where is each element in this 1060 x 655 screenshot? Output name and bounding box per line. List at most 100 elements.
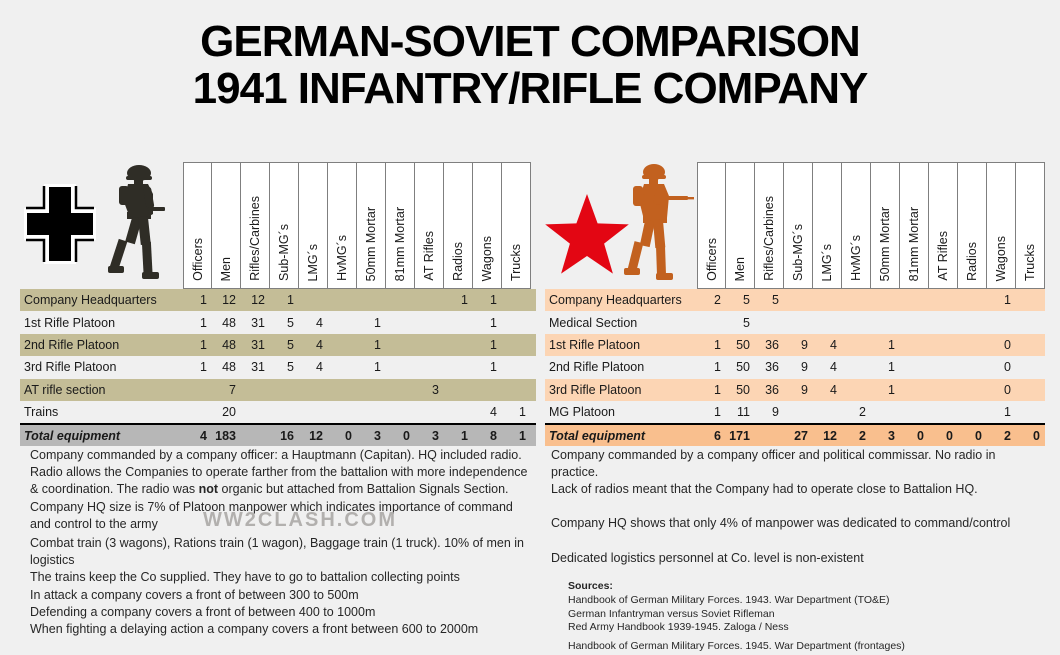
cell-50mm-mortar: 1 <box>888 360 895 375</box>
total-row: Total equipment 4 183 16 12 0 3 0 3 1 8 1 <box>20 423 536 446</box>
cell-wagons: 1 <box>490 337 497 352</box>
column-header-men: Men <box>212 162 241 289</box>
german-cross-icon <box>24 184 96 264</box>
cell-lmg-s: 4 <box>316 315 323 330</box>
table-row: 3rd Rifle Platoon 1 50 36 9 4 1 0 <box>545 378 1045 401</box>
table-row: 1st Rifle Platoon 1 50 36 9 4 1 0 <box>545 333 1045 357</box>
row-label: Trains <box>24 405 59 420</box>
cell-sub-mg-s: 5 <box>287 360 294 375</box>
cell-50mm-mortar: 1 <box>374 360 381 375</box>
cell-81mm-mortar: 0 <box>917 428 924 443</box>
row-label: 1st Rifle Platoon <box>549 337 641 352</box>
cell-officers: 1 <box>714 337 721 352</box>
column-header-label: Sub-MG´s <box>277 224 291 281</box>
column-header-label: Officers <box>704 238 719 281</box>
total-row: Total equipment 6 171 27 12 2 3 0 0 0 2 0 <box>545 423 1045 446</box>
column-header-sub-mg-s: Sub-MG´s <box>270 162 299 289</box>
cell-men: 11 <box>737 405 750 420</box>
cell-sub-mg-s: 27 <box>794 428 808 443</box>
cell-lmg-s: 4 <box>316 360 323 375</box>
cell-trucks: 1 <box>519 428 526 443</box>
sources-heading: Sources: <box>568 580 613 592</box>
notes-text-segment: Company commanded by a company officer: … <box>30 448 528 497</box>
cell-at-rifles: 3 <box>432 428 439 443</box>
cell-sub-mg-s: 1 <box>287 293 294 308</box>
cell-officers: 1 <box>714 382 721 397</box>
column-header-label: Rifles/Carbines <box>762 196 776 281</box>
cell-rifles-carbines: 36 <box>765 360 779 375</box>
cell-radios: 0 <box>975 428 982 443</box>
column-header-at-rifles: AT Rifles <box>415 162 444 289</box>
cell-officers: 1 <box>714 360 721 375</box>
column-header-radios: Radios <box>444 162 473 289</box>
column-header-label: AT Rifles <box>422 231 436 281</box>
page-title: GERMAN-SOVIET COMPARISON 1941 INFANTRY/R… <box>0 18 1060 112</box>
cell-wagons: 0 <box>1004 360 1011 375</box>
row-label: Total equipment <box>24 428 121 443</box>
column-header-50mm-mortar: 50mm Mortar <box>871 162 900 289</box>
cell-rifles-carbines: 31 <box>251 337 265 352</box>
column-header-lmg-s: LMG´s <box>299 162 328 289</box>
table-row: 1st Rifle Platoon 1 48 31 5 4 1 1 <box>20 311 536 333</box>
cell-sub-mg-s: 16 <box>280 428 294 443</box>
column-header-rifles-carbines: Rifles/Carbines <box>241 162 270 289</box>
column-header-label: Men <box>733 256 747 281</box>
column-header-hvmg-s: HvMG´s <box>842 162 871 289</box>
notes-text-segment: organic but attached from Battalion Sign… <box>30 482 513 531</box>
cell-men: 5 <box>743 315 750 330</box>
column-header-label: Wagons <box>994 235 1008 281</box>
column-header-hvmg-s: HvMG´s <box>328 162 357 289</box>
cell-rifles-carbines: 5 <box>772 293 779 308</box>
table-row: Company Headquarters 1 12 12 1 1 1 <box>20 289 536 312</box>
cell-lmg-s: 4 <box>830 360 837 375</box>
column-header-sub-mg-s: Sub-MG´s <box>784 162 813 289</box>
soviet-notes-command: Company commanded by a company officer a… <box>551 448 996 497</box>
watermark: WW2CLASH.COM <box>203 509 397 531</box>
row-label: 2nd Rifle Platoon <box>549 360 645 375</box>
cell-officers: 1 <box>200 337 207 352</box>
cell-sub-mg-s: 9 <box>801 360 808 375</box>
row-label: 3rd Rifle Platoon <box>24 360 117 375</box>
cell-wagons: 1 <box>1004 405 1011 420</box>
cell-wagons: 1 <box>490 315 497 330</box>
column-header-label: 50mm Mortar <box>364 206 378 281</box>
cell-men: 50 <box>736 337 750 352</box>
table-row: Trains 20 4 1 <box>20 401 536 423</box>
cell-81mm-mortar: 0 <box>403 428 410 443</box>
soviet-soldier-icon <box>612 160 694 288</box>
cell-men: 48 <box>222 315 236 330</box>
german-notes-command: Company commanded by a company officer: … <box>30 447 542 533</box>
notes-text-segment: not <box>198 482 219 497</box>
cell-lmg-s: 4 <box>316 337 323 352</box>
cell-trucks: 0 <box>1033 428 1040 443</box>
column-header-label: AT Rifles <box>936 231 950 281</box>
row-label: AT rifle section <box>24 382 106 397</box>
row-label: Medical Section <box>549 315 638 330</box>
cell-rifles-carbines: 12 <box>251 293 265 308</box>
cell-officers: 6 <box>714 428 721 443</box>
row-label: Company Headquarters <box>24 293 157 308</box>
cell-wagons: 1 <box>490 360 497 375</box>
column-header-label: LMG´s <box>820 243 834 282</box>
cell-50mm-mortar: 1 <box>374 337 381 352</box>
cell-men: 7 <box>229 382 236 397</box>
cell-trucks: 1 <box>519 405 526 420</box>
column-header-men: Men <box>726 162 755 289</box>
cell-men: 183 <box>215 428 236 443</box>
column-header-label: 50mm Mortar <box>878 206 892 281</box>
column-header-label: 81mm Mortar <box>907 206 921 281</box>
cell-men: 12 <box>222 293 236 308</box>
cell-radios: 1 <box>461 293 468 308</box>
table-row: 2nd Rifle Platoon 1 48 31 5 4 1 1 <box>20 333 536 357</box>
cell-wagons: 8 <box>490 428 497 443</box>
column-header-label: LMG´s <box>306 243 320 282</box>
cell-hvmg-s: 0 <box>345 428 352 443</box>
column-header-81mm-mortar: 81mm Mortar <box>386 162 415 289</box>
row-label: Company Headquarters <box>549 293 682 308</box>
cell-men: 48 <box>222 337 236 352</box>
cell-rifles-carbines: 36 <box>765 382 779 397</box>
column-header-label: Trucks <box>509 243 523 281</box>
row-label: 2nd Rifle Platoon <box>24 337 120 352</box>
cell-sub-mg-s: 5 <box>287 337 294 352</box>
source-item: German Infantryman versus Soviet Riflema… <box>568 607 775 620</box>
